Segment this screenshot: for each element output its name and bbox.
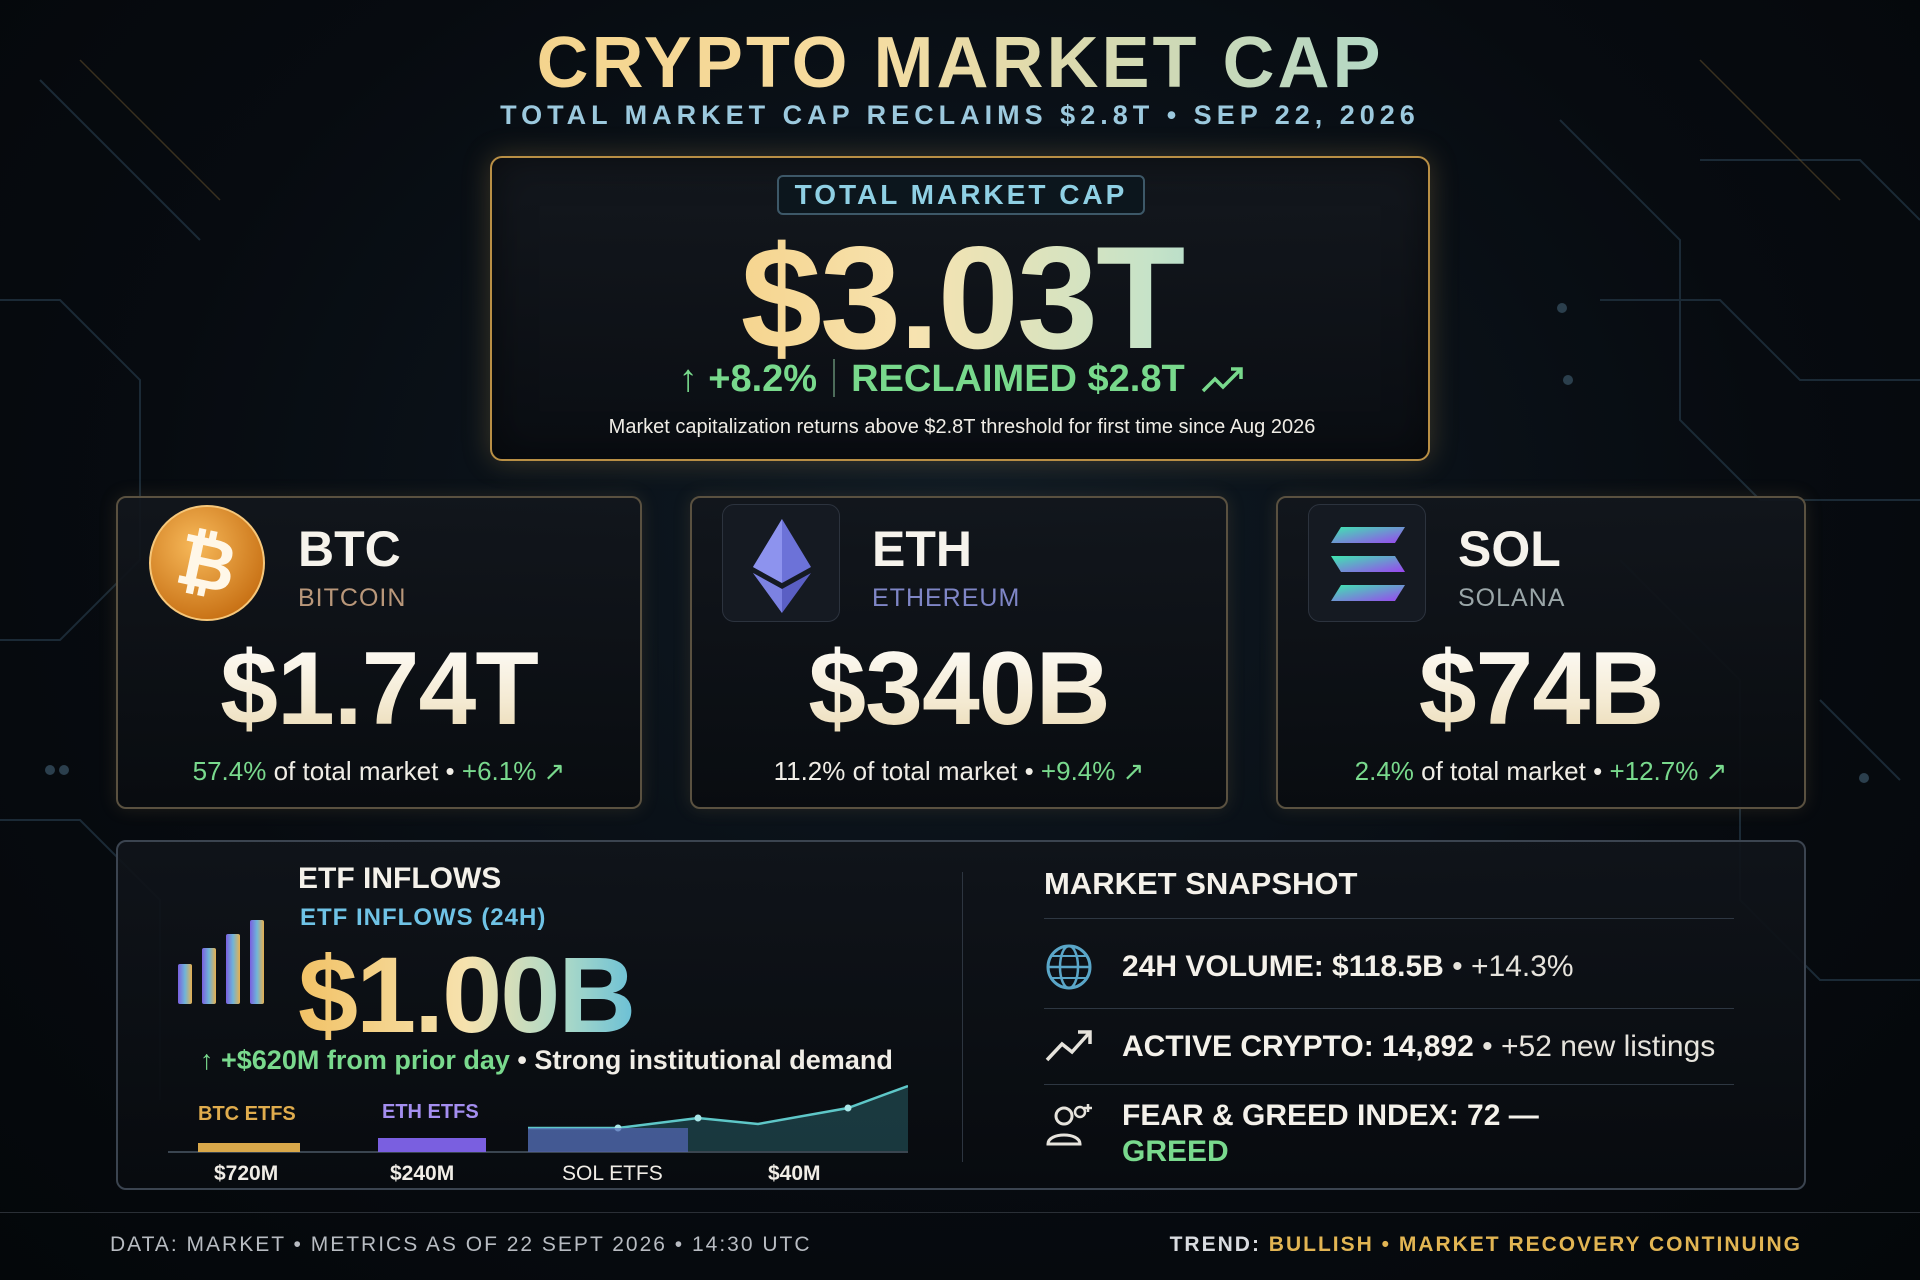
- eth-etf-value: $240M: [390, 1162, 454, 1182]
- sol-symbol: SOL: [1458, 521, 1561, 577]
- snapshot-divider: [1044, 918, 1734, 919]
- change-divider: [833, 359, 836, 397]
- footer-trend: TREND: BULLISH • MARKET RECOVERY CONTINU…: [1170, 1233, 1802, 1257]
- sol-card: SOL SOLANA $74B 2.4% of total market • +…: [1276, 496, 1806, 809]
- btc-etf-value: $720M: [214, 1162, 278, 1182]
- btc-card: ₿ BTC BITCOIN $1.74T 57.4% of total mark…: [116, 496, 642, 809]
- sol-market-cap: $74B: [1278, 630, 1804, 749]
- bottom-panel: ETF INFLOWS ETF INFLOWS (24H) $1.00B ↑ +…: [116, 840, 1806, 1190]
- users-icon: [1046, 1104, 1092, 1146]
- etf-change-note: Strong institutional demand: [534, 1045, 893, 1075]
- globe-icon: [1046, 944, 1092, 990]
- btc-share-suffix: of total market: [266, 756, 439, 786]
- fear-greed-value: GREED: [1122, 1135, 1229, 1168]
- bar-chart-icon: [178, 920, 264, 1004]
- change-percent: ↑ +8.2%: [678, 358, 818, 400]
- eth-etf-bar: [378, 1138, 486, 1152]
- eth-symbol: ETH: [872, 521, 972, 577]
- reclaimed-label: RECLAIMED $2.8T: [851, 358, 1185, 400]
- btc-name: BITCOIN: [298, 584, 407, 612]
- active-crypto-label: ACTIVE CRYPTO: 14,892: [1122, 1030, 1474, 1063]
- sol-share-suffix: of total market: [1413, 756, 1586, 786]
- total-market-cap-label: TOTAL MARKET CAP: [777, 175, 1145, 215]
- bitcoin-icon: ₿: [148, 504, 266, 622]
- snapshot-divider: [1044, 1084, 1734, 1085]
- page-subtitle: TOTAL MARKET CAP RECLAIMS $2.8T • SEP 22…: [500, 100, 1420, 130]
- sol-etf-bar: [528, 1128, 688, 1152]
- snapshot-row-volume: 24H VOLUME: $118.5B • +14.3%: [1044, 942, 1734, 992]
- eth-market-cap: $340B: [692, 630, 1226, 749]
- ethereum-icon: [722, 504, 840, 622]
- snapshot-divider: [1044, 1008, 1734, 1009]
- total-market-cap-card: TOTAL MARKET CAP $3.03T ↑ +8.2% RECLAIMED…: [490, 156, 1430, 461]
- etf-change-amount: ↑ +$620M from prior day: [200, 1045, 510, 1075]
- btc-symbol: BTC: [298, 521, 401, 577]
- eth-share: 11.2%: [773, 756, 846, 786]
- etf-title: ETF INFLOWS: [298, 862, 502, 895]
- trend-prefix: TREND:: [1169, 1233, 1269, 1256]
- fear-greed-label: FEAR & GREED INDEX: 72 —: [1122, 1099, 1539, 1132]
- btc-market-cap: $1.74T: [118, 630, 640, 749]
- snapshot-row-active: ACTIVE CRYPTO: 14,892 • +52 new listings: [1044, 1022, 1734, 1072]
- btc-etf-bar: [198, 1143, 300, 1152]
- total-market-cap-change: ↑ +8.2% RECLAIMED $2.8T: [492, 358, 1432, 401]
- total-market-cap-note: Market capitalization returns above $2.8…: [608, 416, 1316, 438]
- eth-card: ETH ETHEREUM $340B 11.2% of total market…: [690, 496, 1228, 809]
- btc-stat: 57.4% of total market • +6.1% ↗: [192, 756, 566, 786]
- trend-note: MARKET RECOVERY CONTINUING: [1398, 1233, 1802, 1256]
- etf-inflows-chart: BTC ETFS ETH ETFS $720M $240M SOL ETFS $…: [168, 1084, 908, 1182]
- trend-up-icon: [1045, 1030, 1092, 1062]
- trend-separator: •: [1373, 1233, 1399, 1256]
- volume-label: 24H VOLUME: $118.5B: [1122, 950, 1444, 983]
- eth-change: +9.4% ↗: [1040, 756, 1145, 786]
- eth-name: ETHEREUM: [872, 584, 1021, 612]
- sol-name: SOLANA: [1458, 584, 1566, 612]
- sol-etf-label: SOL ETFS: [562, 1162, 663, 1182]
- sol-share: 2.4%: [1354, 756, 1414, 786]
- btc-share: 57.4%: [192, 756, 267, 786]
- etf-inflows-value: $1.00B: [298, 934, 636, 1055]
- total-market-cap-value: $3.03T: [492, 218, 1432, 378]
- other-etf-value: $40M: [768, 1162, 821, 1182]
- eth-etf-label: ETH ETFS: [382, 1101, 479, 1123]
- btc-etf-label: BTC ETFS: [198, 1103, 296, 1125]
- trend-value: BULLISH: [1268, 1233, 1374, 1256]
- sol-stat: 2.4% of total market • +12.7% ↗: [1354, 756, 1728, 786]
- panel-divider: [962, 872, 963, 1162]
- trend-up-icon: [1202, 367, 1244, 393]
- volume-change: +14.3%: [1471, 950, 1574, 983]
- etf-change: ↑ +$620M from prior day • Strong institu…: [200, 1045, 893, 1075]
- snapshot-title: MARKET SNAPSHOT: [1044, 866, 1358, 901]
- solana-icon: [1308, 504, 1426, 622]
- btc-change: +6.1% ↗: [461, 756, 566, 786]
- eth-stat: 11.2% of total market • +9.4% ↗: [773, 756, 1145, 786]
- eth-share-suffix: of total market: [845, 756, 1018, 786]
- active-crypto-extra: +52 new listings: [1501, 1030, 1716, 1063]
- footer-source: DATA: MARKET • METRICS AS OF 22 SEPT 202…: [110, 1233, 812, 1256]
- etf-subtitle: ETF INFLOWS (24H): [300, 904, 547, 931]
- sol-change: +12.7% ↗: [1609, 756, 1728, 786]
- snapshot-row-fear-greed: FEAR & GREED INDEX: 72 — GREED: [1044, 1096, 1734, 1176]
- footer-divider: [0, 1212, 1920, 1213]
- page-title: CRYPTO MARKET CAP: [0, 22, 1920, 104]
